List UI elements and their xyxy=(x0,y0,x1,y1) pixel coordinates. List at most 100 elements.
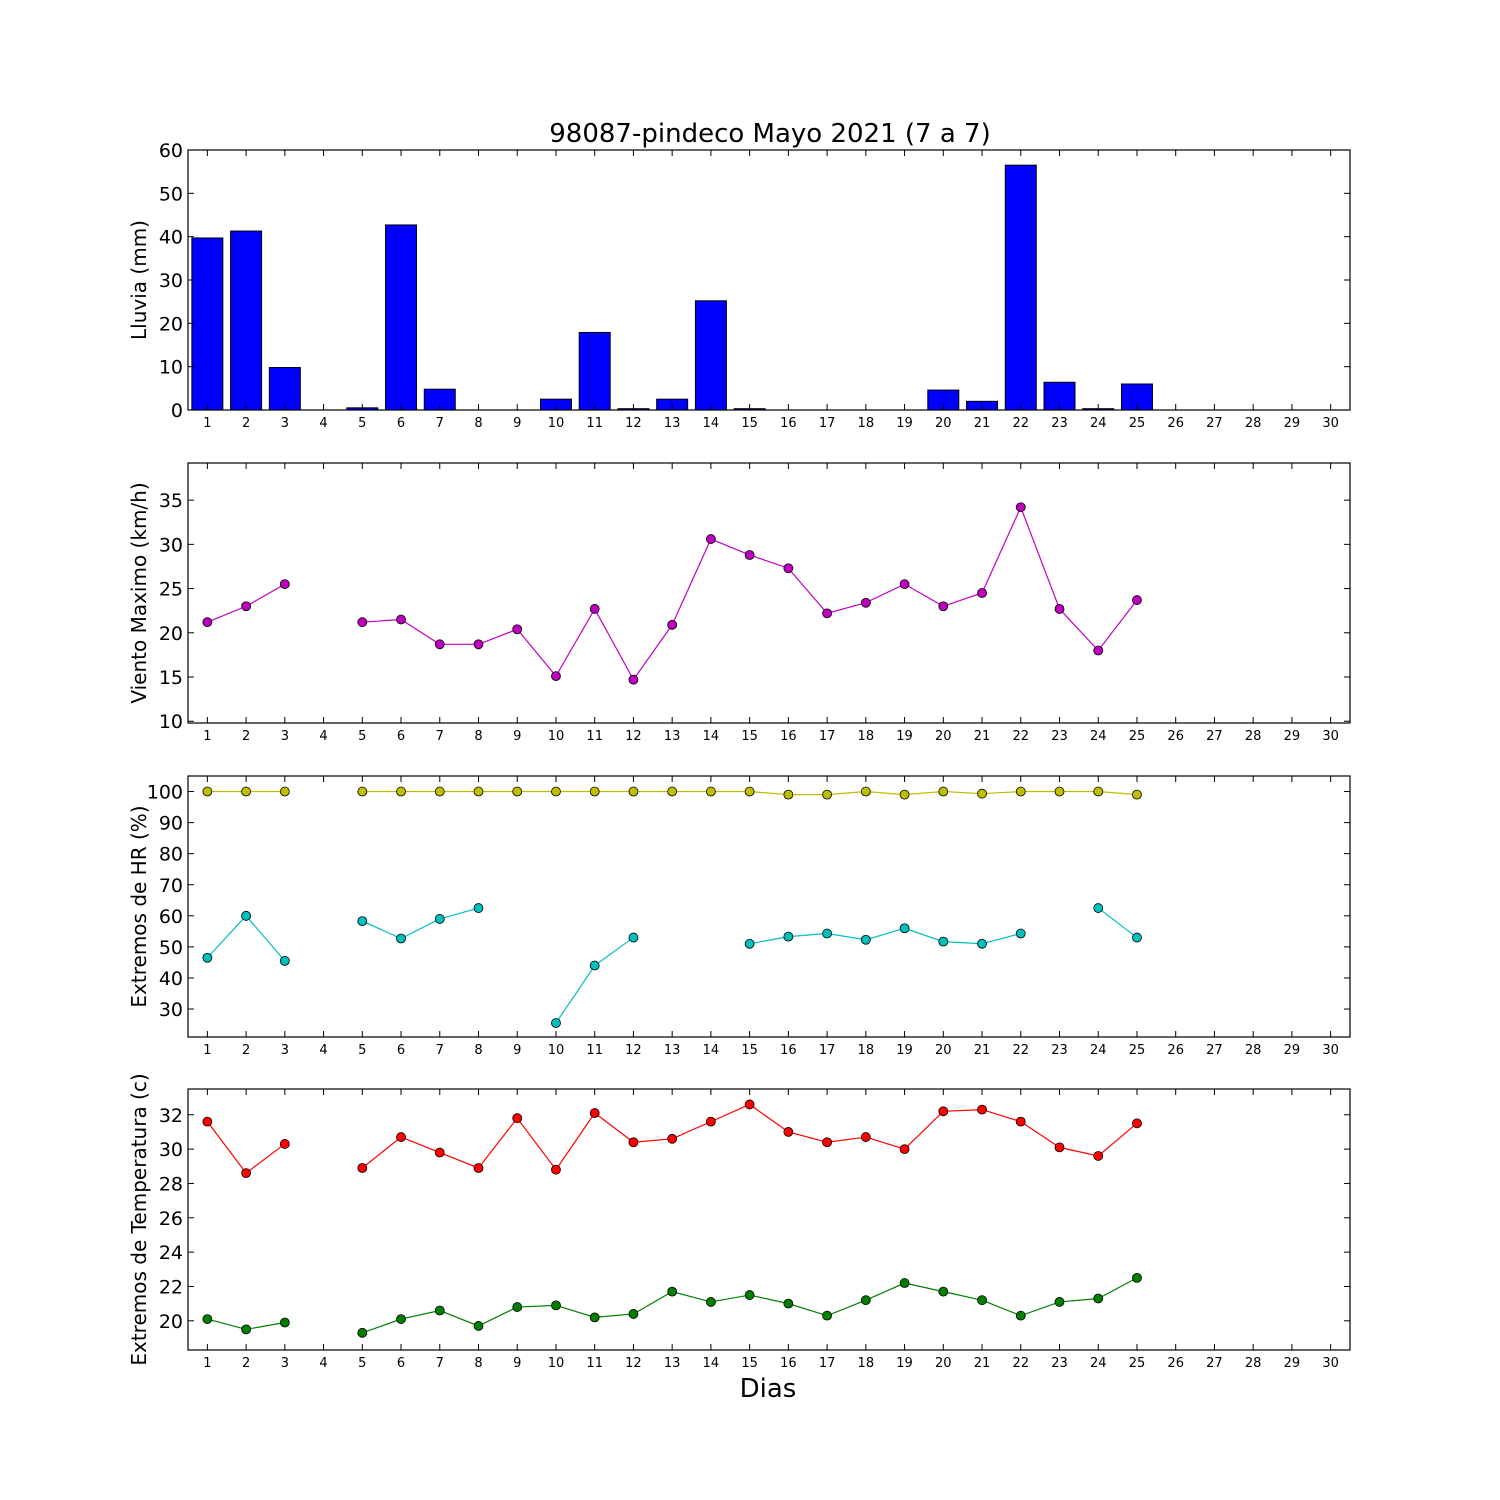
wind-series-0-point xyxy=(512,624,523,635)
humidity-series-1-line xyxy=(555,937,634,1024)
rain-x-tick-label: 26 xyxy=(1167,416,1184,431)
rain-y-tick-label: 0 xyxy=(171,400,183,422)
rain-bar xyxy=(385,224,418,411)
temperature-x-tick-label: 20 xyxy=(935,1356,952,1371)
wind-panel: 1 2 3 4 5 6 7 8 9 10 11 12 13 14 15 16 17 18 19 20 21 22 23 24 2… xyxy=(127,462,1351,744)
temperature-series-1-point xyxy=(202,1314,213,1324)
rain-x-tick-label: 14 xyxy=(703,416,720,431)
humidity-series-0-point xyxy=(938,786,949,797)
temperature-series-1-point xyxy=(667,1286,678,1297)
rain-x-tick-label: 3 xyxy=(281,416,289,431)
temperature-series-1-point xyxy=(860,1295,871,1306)
humidity-x-tick-label: 26 xyxy=(1167,1043,1184,1058)
temperature-y-axis-label: Extremos de Temperatura (c) xyxy=(127,1073,151,1365)
humidity-series-0-point xyxy=(1093,786,1104,797)
temperature-series-1-point xyxy=(551,1300,561,1311)
wind-series-0-point xyxy=(1093,645,1104,656)
rain-x-tick-label: 20 xyxy=(935,416,952,431)
humidity-series-0-point xyxy=(241,786,252,797)
rain-panel: 1 2 3 4 5 6 7 8 9 10 11 12 13 14 15 16 17 18 19 20 21 22 23 24 2… xyxy=(127,140,1351,431)
humidity-y-tick-label: 80 xyxy=(159,844,183,866)
humidity-x-tick-label: 1 xyxy=(203,1043,211,1058)
humidity-series-0-point xyxy=(628,786,639,797)
rain-x-tick-label: 28 xyxy=(1245,416,1262,431)
rain-x-tick-label: 29 xyxy=(1284,416,1301,431)
humidity-x-tick-label: 4 xyxy=(319,1043,327,1058)
humidity-series-1-point xyxy=(628,932,639,943)
rain-y-tick-label: 10 xyxy=(159,357,183,379)
rain-bar xyxy=(230,230,263,411)
wind-x-tick-label: 23 xyxy=(1051,729,1068,744)
rain-y-tick-label: 40 xyxy=(159,227,183,249)
temperature-series-0-point xyxy=(279,1139,290,1149)
temperature-x-tick-label: 29 xyxy=(1284,1356,1301,1371)
wind-series-0-point xyxy=(706,534,716,544)
rain-x-tick-label: 30 xyxy=(1322,416,1339,431)
temperature-x-tick-label: 16 xyxy=(780,1356,797,1371)
rain-y-axis-label: Lluvia (mm) xyxy=(127,220,151,340)
temperature-series-0-point xyxy=(938,1106,949,1117)
humidity-series-0-point xyxy=(899,789,910,800)
temperature-series-0-point xyxy=(202,1116,213,1127)
temperature-y-tick-label: 22 xyxy=(159,1276,183,1298)
humidity-series-0-point xyxy=(512,786,523,797)
temperature-series-0-point xyxy=(1132,1118,1142,1129)
temperature-x-tick-label: 23 xyxy=(1051,1356,1068,1371)
humidity-x-tick-label: 15 xyxy=(741,1043,758,1058)
humidity-series-1-line xyxy=(1097,907,1138,939)
rain-plot-frame xyxy=(187,149,1351,411)
humidity-series-1-point xyxy=(860,934,871,945)
rain-x-tick-label: 1 xyxy=(203,416,211,431)
rain-bar xyxy=(1004,164,1037,411)
temperature-x-tick-label: 26 xyxy=(1167,1356,1184,1371)
wind-series-0-point xyxy=(860,597,871,608)
temperature-plot-frame xyxy=(187,1088,1351,1351)
wind-x-tick-label: 18 xyxy=(858,729,875,744)
wind-series-0-point xyxy=(473,639,484,650)
rain-x-tick-label: 11 xyxy=(586,416,603,431)
wind-x-tick-label: 2 xyxy=(242,729,250,744)
humidity-series-1-line xyxy=(749,927,1021,945)
temperature-series-0-point xyxy=(1015,1116,1026,1127)
wind-series-0-point xyxy=(783,563,794,574)
humidity-series-1-point xyxy=(589,960,600,971)
humidity-y-axis-label: Extremos de HR (%) xyxy=(127,805,151,1007)
rain-bar xyxy=(578,331,611,411)
wind-series-0-point xyxy=(822,608,832,619)
wind-x-tick-label: 21 xyxy=(974,729,991,744)
humidity-series-0-point xyxy=(860,786,871,797)
temperature-x-tick-label: 6 xyxy=(397,1356,405,1371)
temperature-series-1-point xyxy=(473,1321,484,1331)
humidity-series-0-point xyxy=(279,786,290,797)
temperature-series-0-point xyxy=(434,1147,445,1158)
humidity-x-tick-label: 2 xyxy=(242,1043,250,1058)
humidity-series-0-point xyxy=(1132,789,1142,800)
wind-x-tick-label: 7 xyxy=(436,729,444,744)
humidity-x-tick-label: 22 xyxy=(1012,1043,1029,1058)
chart-title: 98087-pindeco Mayo 2021 (7 a 7) xyxy=(549,119,990,149)
wind-x-tick-label: 4 xyxy=(319,729,327,744)
wind-x-tick-label: 27 xyxy=(1206,729,1223,744)
wind-series-0-point xyxy=(899,579,910,590)
temperature-series-1-point xyxy=(357,1327,368,1338)
wind-x-tick-label: 19 xyxy=(896,729,913,744)
wind-y-tick-label: 15 xyxy=(159,667,183,689)
humidity-x-tick-label: 3 xyxy=(281,1043,289,1058)
temperature-x-tick-label: 2 xyxy=(242,1356,250,1371)
temperature-x-tick-label: 5 xyxy=(358,1356,366,1371)
temperature-series-0-point xyxy=(977,1104,987,1115)
rain-x-tick-label: 27 xyxy=(1206,416,1223,431)
temperature-series-0-point xyxy=(860,1132,871,1142)
humidity-series-1-point xyxy=(938,936,949,947)
temperature-y-tick-label: 28 xyxy=(159,1173,183,1195)
rain-y-tick-label: 60 xyxy=(159,140,183,162)
humidity-x-tick-label: 9 xyxy=(513,1043,521,1058)
rain-x-tick-label: 24 xyxy=(1090,416,1107,431)
temperature-x-tick-label: 30 xyxy=(1322,1356,1339,1371)
humidity-series-0-point xyxy=(667,786,678,797)
humidity-series-1-line xyxy=(206,914,286,962)
humidity-panel: 1 2 3 4 5 6 7 8 9 10 11 12 13 14 15 16 17 18 19 20 21 22 23 24 2… xyxy=(127,775,1351,1058)
wind-series-0-line xyxy=(362,505,1138,681)
humidity-series-0-point xyxy=(744,786,755,797)
